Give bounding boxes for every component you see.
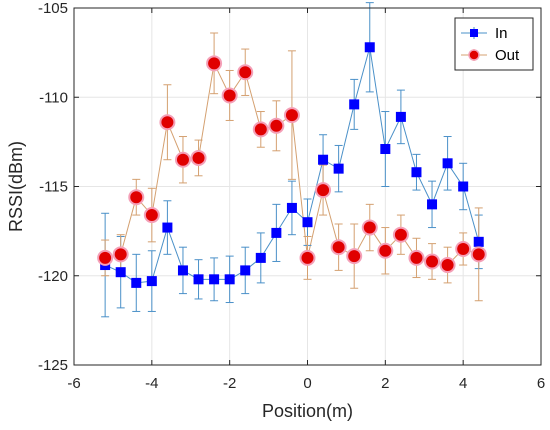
data-point-out xyxy=(97,249,114,266)
data-point-out xyxy=(392,226,409,243)
data-point-out xyxy=(315,182,332,199)
data-point-in xyxy=(271,227,282,238)
data-point-in xyxy=(364,42,375,53)
legend-marker-out xyxy=(468,49,480,61)
data-point-in xyxy=(333,163,344,174)
x-tick-label: -2 xyxy=(223,375,236,392)
legend-box xyxy=(454,17,534,71)
data-point-in xyxy=(286,202,297,213)
data-point-in xyxy=(395,111,406,122)
legend-label-out: Out xyxy=(495,47,520,64)
y-tick-label: -125 xyxy=(38,357,68,374)
data-point-out xyxy=(206,55,223,72)
y-tick-label: -105 xyxy=(38,0,68,17)
y-tick-label: -115 xyxy=(39,179,68,196)
data-point-out xyxy=(470,246,487,263)
x-tick-label: 6 xyxy=(537,375,545,392)
data-point-out xyxy=(455,240,472,257)
data-point-out xyxy=(112,246,129,263)
data-point-in xyxy=(318,154,329,165)
data-point-in xyxy=(193,274,204,285)
data-point-in xyxy=(209,274,220,285)
data-point-in xyxy=(240,265,251,276)
x-tick-label: 0 xyxy=(303,375,311,392)
y-tick-label: -110 xyxy=(39,89,68,106)
data-point-out xyxy=(190,149,207,166)
data-point-out xyxy=(377,242,394,259)
data-point-in xyxy=(131,277,142,288)
tick-labels: -6 -4 -2 0 2 4 6 -125 -120 -115 -110 -105 xyxy=(38,0,545,392)
y-axis-label: RSSI(dBm) xyxy=(6,141,26,232)
x-tick-label: -6 xyxy=(67,375,80,392)
data-point-in xyxy=(473,236,484,247)
data-point-in xyxy=(177,265,188,276)
data-point-out xyxy=(268,117,285,134)
data-point-out xyxy=(159,114,176,131)
data-point-in xyxy=(115,267,126,278)
data-point-in xyxy=(442,158,453,169)
axis-ticks xyxy=(73,7,542,366)
data-point-out xyxy=(252,121,269,138)
y-tick-label: -120 xyxy=(38,268,68,285)
data-point-out xyxy=(424,253,441,270)
x-tick-label: -4 xyxy=(145,375,158,392)
data-point-out xyxy=(346,248,363,265)
data-point-out xyxy=(361,219,378,236)
x-tick-label: 2 xyxy=(381,375,389,392)
x-axis-label: Position(m) xyxy=(262,401,353,421)
data-point-in xyxy=(380,144,391,155)
data-point-in xyxy=(224,274,235,285)
data-point-out xyxy=(408,249,425,266)
data-point-out xyxy=(330,239,347,256)
data-point-in xyxy=(255,252,266,263)
data-point-in xyxy=(146,276,157,287)
data-point-out xyxy=(299,249,316,266)
legend: In Out xyxy=(454,17,534,71)
data-point-out xyxy=(174,151,191,168)
data-point-out xyxy=(143,207,160,224)
data-markers xyxy=(97,42,487,288)
x-tick-label: 4 xyxy=(459,375,467,392)
data-point-in xyxy=(427,199,438,210)
data-point-in xyxy=(411,167,422,178)
data-point-in xyxy=(302,217,313,228)
legend-label-in: In xyxy=(495,25,508,42)
data-point-in xyxy=(458,181,469,192)
data-point-out xyxy=(128,189,145,206)
data-point-in xyxy=(162,222,173,233)
data-point-out xyxy=(237,64,254,81)
legend-marker-in xyxy=(470,29,478,37)
data-point-out xyxy=(439,257,456,274)
data-point-out xyxy=(221,87,238,104)
data-point-out xyxy=(283,107,300,124)
data-point-in xyxy=(349,99,360,110)
